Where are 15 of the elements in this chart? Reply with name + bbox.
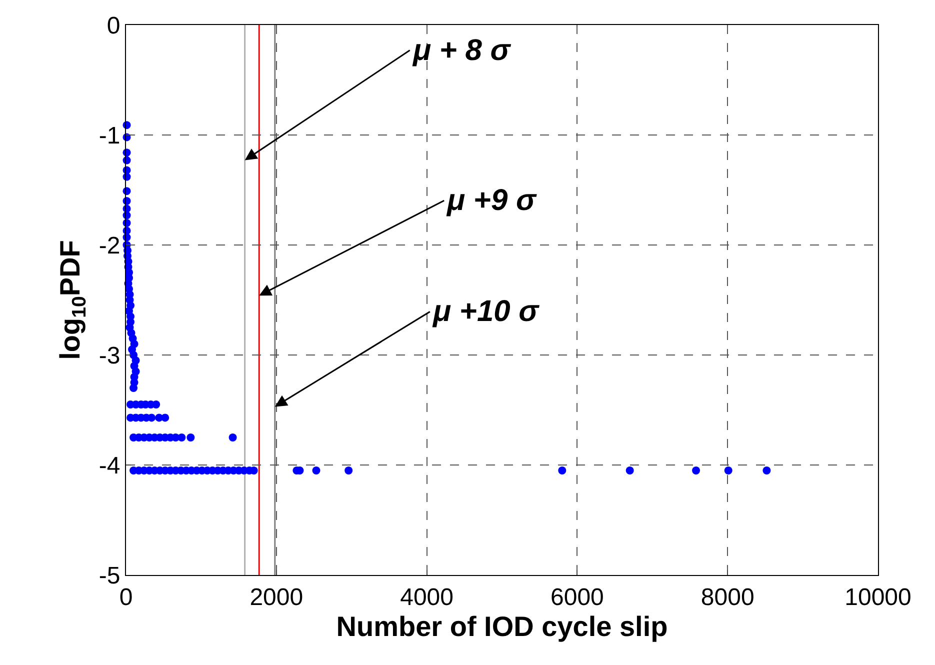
x-tick-label: 2000 [250,584,304,611]
annotation: μ +9 σ [446,184,537,217]
y-tick-label: -3 [98,342,120,370]
y-tick-label: -5 [98,562,120,590]
annotation: μ + 8 σ [412,34,512,67]
x-tick-label: 6000 [550,584,604,611]
y-tick-label: -4 [98,452,120,480]
annotation: μ +10 σ [432,295,540,328]
x-tick-label: 10000 [844,584,912,611]
y-tick-label: -2 [98,232,120,260]
x-axis-title: Number of IOD cycle slip [336,610,668,642]
x-tick-label: 8000 [700,584,754,611]
y-tick-label: -1 [98,122,120,150]
y-tick-label: 0 [106,12,120,40]
x-tick-label: 4000 [400,584,454,611]
